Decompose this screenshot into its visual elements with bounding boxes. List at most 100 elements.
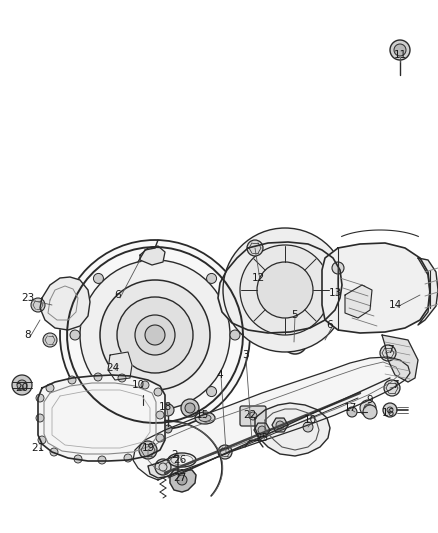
Ellipse shape xyxy=(195,412,215,424)
Circle shape xyxy=(124,454,132,462)
Circle shape xyxy=(148,447,156,455)
Circle shape xyxy=(289,336,301,348)
Polygon shape xyxy=(272,418,288,432)
Circle shape xyxy=(93,273,103,284)
FancyBboxPatch shape xyxy=(240,406,266,426)
Polygon shape xyxy=(140,246,165,265)
Circle shape xyxy=(156,434,164,442)
Circle shape xyxy=(12,375,32,395)
Polygon shape xyxy=(133,357,410,480)
Polygon shape xyxy=(345,285,372,318)
Circle shape xyxy=(136,381,150,395)
Circle shape xyxy=(145,325,165,345)
Polygon shape xyxy=(108,352,132,380)
Text: 25: 25 xyxy=(255,433,268,443)
Circle shape xyxy=(135,315,175,355)
Text: 8: 8 xyxy=(25,330,31,340)
Text: 23: 23 xyxy=(21,293,35,303)
Text: 18: 18 xyxy=(159,402,172,412)
Circle shape xyxy=(390,40,410,60)
Text: 10: 10 xyxy=(304,415,317,425)
Circle shape xyxy=(364,404,372,412)
Circle shape xyxy=(185,403,195,413)
Circle shape xyxy=(93,386,103,397)
Circle shape xyxy=(150,250,160,260)
Text: 7: 7 xyxy=(387,345,393,355)
Polygon shape xyxy=(148,455,178,478)
FancyBboxPatch shape xyxy=(134,387,152,399)
Circle shape xyxy=(38,436,46,444)
Text: 5: 5 xyxy=(292,310,298,320)
Circle shape xyxy=(383,403,397,417)
Circle shape xyxy=(394,44,406,56)
Polygon shape xyxy=(218,242,342,333)
Circle shape xyxy=(363,405,377,419)
Circle shape xyxy=(240,245,330,335)
Circle shape xyxy=(162,404,174,416)
Circle shape xyxy=(207,386,216,397)
Text: 15: 15 xyxy=(195,410,208,420)
Circle shape xyxy=(154,388,162,396)
Text: 22: 22 xyxy=(244,410,257,420)
Polygon shape xyxy=(322,243,430,333)
Circle shape xyxy=(347,407,357,417)
Polygon shape xyxy=(40,277,90,330)
Text: 27: 27 xyxy=(173,473,187,483)
Circle shape xyxy=(100,280,210,390)
Circle shape xyxy=(384,380,400,396)
Circle shape xyxy=(247,240,263,256)
Circle shape xyxy=(60,240,250,430)
Polygon shape xyxy=(170,470,196,492)
Text: 19: 19 xyxy=(141,443,155,453)
Circle shape xyxy=(31,298,45,312)
Circle shape xyxy=(80,260,230,410)
Circle shape xyxy=(387,407,393,413)
Circle shape xyxy=(70,330,80,340)
Text: 12: 12 xyxy=(251,273,265,283)
Polygon shape xyxy=(255,403,330,456)
Circle shape xyxy=(257,262,313,318)
Circle shape xyxy=(258,426,266,434)
Polygon shape xyxy=(382,335,418,382)
Circle shape xyxy=(230,330,240,340)
Circle shape xyxy=(74,455,82,463)
Circle shape xyxy=(36,414,44,422)
Text: 21: 21 xyxy=(32,443,45,453)
Circle shape xyxy=(156,411,164,419)
Circle shape xyxy=(332,262,344,274)
Circle shape xyxy=(50,448,58,456)
Circle shape xyxy=(218,445,232,459)
Circle shape xyxy=(150,410,160,420)
Text: 11: 11 xyxy=(393,50,406,60)
Circle shape xyxy=(177,475,187,485)
Circle shape xyxy=(17,380,27,390)
Circle shape xyxy=(139,441,157,459)
Text: 24: 24 xyxy=(106,363,120,373)
Polygon shape xyxy=(418,258,438,325)
Ellipse shape xyxy=(199,415,211,422)
Polygon shape xyxy=(38,375,165,461)
Circle shape xyxy=(164,425,172,433)
Text: 6: 6 xyxy=(327,320,333,330)
Text: 3: 3 xyxy=(242,350,248,360)
Circle shape xyxy=(118,374,126,382)
Circle shape xyxy=(249,412,257,420)
Polygon shape xyxy=(254,423,270,437)
Text: 7: 7 xyxy=(392,380,398,390)
Circle shape xyxy=(360,400,376,416)
Text: 6: 6 xyxy=(115,290,121,300)
Circle shape xyxy=(117,297,193,373)
Circle shape xyxy=(68,376,76,384)
Text: 2: 2 xyxy=(172,450,178,460)
Text: 10: 10 xyxy=(131,380,145,390)
Text: 13: 13 xyxy=(328,288,342,298)
Text: 17: 17 xyxy=(343,403,357,413)
Text: 14: 14 xyxy=(389,300,402,310)
Circle shape xyxy=(303,422,313,432)
Text: 16: 16 xyxy=(381,408,395,418)
Circle shape xyxy=(36,394,44,402)
Text: 4: 4 xyxy=(217,370,223,380)
Circle shape xyxy=(43,333,57,347)
Text: 26: 26 xyxy=(173,455,187,465)
Circle shape xyxy=(94,373,102,381)
